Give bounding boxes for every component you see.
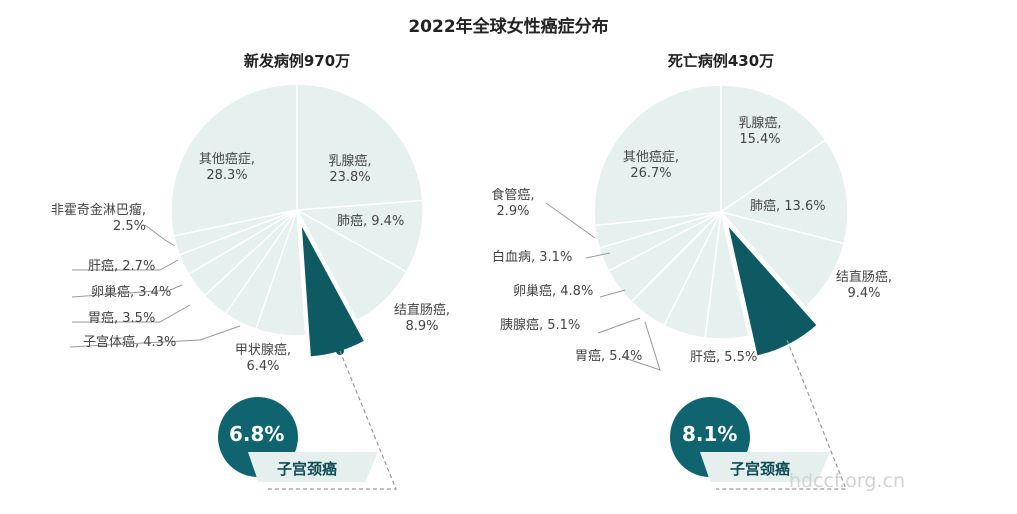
pie-slice-肺癌	[719, 138, 849, 245]
callout-label-incidence: 子宫颈癌	[277, 460, 338, 478]
label-ovarian: 卵巢癌, 3.4%	[91, 285, 172, 300]
label-other: 其他癌症, 28.3%	[198, 152, 256, 183]
label-liver-death: 肝癌, 5.5%	[690, 350, 758, 365]
label-colorectal: 结直肠癌, 8.9%	[393, 303, 451, 334]
label-leader-line	[71, 284, 183, 298]
label-stomach-death: 胃癌, 5.4%	[575, 349, 643, 364]
label-thyroid: 甲状腺癌, 6.4%	[234, 343, 292, 374]
label-leader-line	[621, 321, 661, 371]
callout-banner-incidence	[248, 452, 378, 482]
pie-title-incidence: 新发病例970万	[243, 52, 351, 70]
label-esophageal-death: 食管癌, 2.9%	[491, 188, 535, 219]
label-stomach: 胃癌, 3.5%	[88, 311, 156, 326]
watermark: hdccf.org.cn	[788, 470, 905, 492]
pie-slice-结直肠癌	[718, 210, 845, 308]
label-leader-line	[69, 325, 241, 348]
label-leader-line	[72, 304, 191, 323]
pie-slice-其他癌症	[593, 84, 722, 227]
label-breast-death: 乳腺癌, 15.4%	[738, 116, 782, 147]
label-breast: 乳腺癌, 23.8%	[328, 154, 372, 185]
callout-dashed-line	[716, 339, 847, 490]
callout-dashed-line	[265, 350, 397, 490]
label-other-death: 其他癌症, 26.7%	[622, 150, 680, 181]
label-leukemia-death: 白血病, 3.1%	[492, 250, 573, 265]
pie-slice-乳腺癌	[296, 83, 424, 211]
label-leader-line	[585, 252, 611, 259]
callout-label-mortality: 子宫颈癌	[730, 460, 791, 478]
label-leader-line	[599, 289, 626, 298]
pie-title-mortality: 死亡病例430万	[667, 52, 775, 70]
label-liver: 肝癌, 2.7%	[88, 259, 156, 274]
pie-slice-其他癌症	[170, 83, 298, 237]
label-uterine: 子宫体癌, 4.3%	[83, 335, 177, 350]
label-ovarian-death: 卵巢癌, 4.8%	[513, 284, 594, 299]
pie-slice-乳腺癌	[720, 84, 827, 214]
label-nhl: 非霍奇金淋巴瘤, 2.5%	[50, 203, 146, 234]
label-pancreas-death: 胰腺癌, 5.1%	[500, 318, 581, 333]
chart-title: 2022年全球女性癌症分布	[408, 17, 609, 37]
label-leader-line	[72, 259, 179, 271]
label-leader-line	[545, 202, 596, 239]
callout-value-mortality: 8.1%	[682, 422, 738, 446]
label-lung-death: 肺癌, 13.6%	[750, 199, 826, 214]
pie-slice-结直肠癌	[295, 208, 408, 322]
label-leader-line	[597, 317, 641, 334]
callout-banner-mortality	[700, 452, 830, 482]
label-lung: 肺癌, 9.4%	[337, 214, 405, 229]
label-colorectal-death: 结直肠癌, 9.4%	[835, 270, 893, 301]
label-leader-line	[144, 224, 176, 247]
pie-slice-子宫颈癌	[726, 221, 819, 358]
callout-value-incidence: 6.8%	[229, 422, 285, 446]
